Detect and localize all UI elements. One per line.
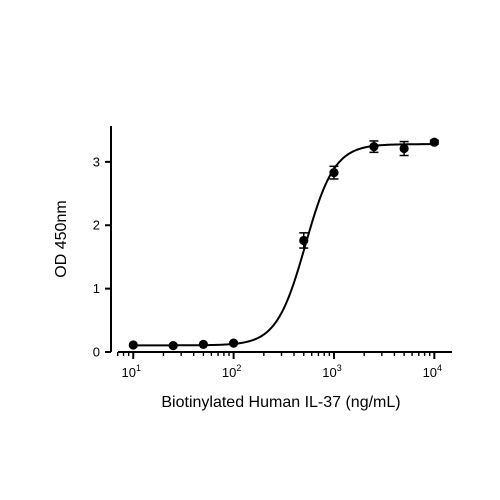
y-axis-title: OD 450nm [53,200,70,277]
x-tick-label: 103 [322,363,341,380]
data-point [168,341,178,351]
marker [229,338,239,348]
data-point [399,140,409,157]
marker [369,142,379,152]
x-axis-title: Biotinylated Human IL-37 (ng/mL) [161,394,400,411]
marker [128,340,138,350]
data-point [429,137,439,147]
marker [399,143,409,154]
marker [168,341,178,351]
axes: 0 1 2 3 101 102 103 104 [93,126,452,380]
x-tick-label: 101 [122,363,141,380]
fit-curve [133,143,435,347]
data-point [229,338,239,348]
x-tick-label: 102 [222,363,241,380]
marker [329,168,339,178]
y-tick-label: 3 [93,154,100,169]
x-tick-label: 104 [423,363,442,380]
marker [299,235,309,246]
data-points [128,137,439,351]
marker [198,339,209,349]
y-tick-label: 1 [93,281,100,296]
data-point [299,232,309,249]
data-point [128,340,138,350]
data-point [329,165,339,180]
marker [429,137,439,147]
data-point [369,140,379,154]
data-point [198,339,209,349]
y-tick-label: 0 [93,345,100,360]
y-tick-label: 2 [93,218,100,233]
